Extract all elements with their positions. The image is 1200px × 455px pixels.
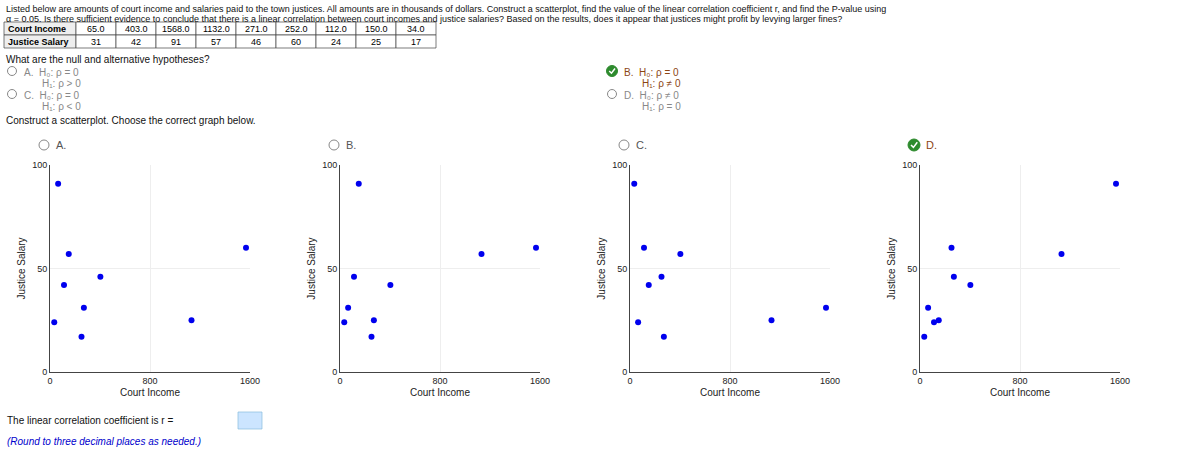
svg-text:A. H₀: ρ = 0: A. H₀: ρ = 0 [24,67,79,78]
svg-text:Court Income: Court Income [410,387,470,398]
svg-text:100: 100 [322,160,337,170]
svg-text:91: 91 [171,37,181,47]
svg-text:271.0: 271.0 [245,24,268,34]
svg-text:100: 100 [612,160,627,170]
svg-text:0: 0 [622,367,627,377]
svg-text:B.: B. [346,139,356,151]
svg-text:100: 100 [32,160,47,170]
svg-text:112.0: 112.0 [325,24,347,34]
svg-text:H₁: ρ ≠ 0: H₁: ρ ≠ 0 [642,78,681,89]
svg-text:1600: 1600 [1110,376,1130,386]
svg-text:403.0: 403.0 [125,24,148,34]
svg-text:0: 0 [332,367,337,377]
svg-text:800: 800 [142,376,157,386]
svg-text:Justice Salary: Justice Salary [16,237,27,299]
svg-text:800: 800 [432,376,447,386]
svg-text:Justice Salary: Justice Salary [596,237,607,299]
svg-text:65.0: 65.0 [87,24,105,34]
svg-text:1600: 1600 [820,376,840,386]
svg-text:1600: 1600 [530,376,550,386]
svg-text:42: 42 [131,37,141,47]
svg-text:Construct a scatterplot. Choos: Construct a scatterplot. Choose the corr… [6,115,256,126]
svg-text:H₁: ρ > 0: H₁: ρ > 0 [42,78,81,89]
svg-text:0: 0 [912,367,917,377]
svg-text:24: 24 [331,37,341,47]
svg-text:0: 0 [627,376,632,386]
svg-text:Justice Salary: Justice Salary [886,237,897,299]
svg-text:D. H₀: ρ ≠ 0: D. H₀: ρ ≠ 0 [624,90,679,101]
svg-text:Justice Salary: Justice Salary [306,237,317,299]
svg-text:800: 800 [1012,376,1027,386]
svg-text:Court Income: Court Income [700,387,760,398]
svg-text:The linear correlation coeffic: The linear correlation coefficient is r … [7,415,173,426]
svg-text:0: 0 [47,376,52,386]
svg-text:C.: C. [636,139,647,151]
svg-text:D.: D. [926,139,937,151]
svg-text:50: 50 [37,264,47,274]
svg-text:57: 57 [211,37,221,47]
svg-text:100: 100 [902,160,917,170]
svg-text:150.0: 150.0 [365,24,388,34]
svg-text:0: 0 [917,376,922,386]
svg-text:H₁: ρ = 0: H₁: ρ = 0 [642,101,681,112]
svg-text:0: 0 [337,376,342,386]
svg-text:46: 46 [251,37,261,47]
svg-text:H₁: ρ < 0: H₁: ρ < 0 [42,101,81,112]
svg-text:C. H₀: ρ = 0: C. H₀: ρ = 0 [24,90,80,101]
svg-text:0: 0 [42,367,47,377]
svg-text:60: 60 [291,37,301,47]
svg-text:What are the null and alternat: What are the null and alternative hypoth… [6,54,210,65]
svg-text:Court Income: Court Income [120,387,180,398]
svg-text:25: 25 [371,37,381,47]
svg-text:α = 0.05. Is there sufficient: α = 0.05. Is there sufficient evidence t… [6,14,842,24]
svg-text:252.0: 252.0 [285,24,308,34]
svg-text:50: 50 [327,264,337,274]
svg-text:Court Income: Court Income [8,24,66,34]
svg-text:Justice Salary: Justice Salary [8,37,69,47]
svg-text:1568.0: 1568.0 [162,24,190,34]
svg-text:(Round to three decimal places: (Round to three decimal places as needed… [7,436,201,447]
svg-text:50: 50 [907,264,917,274]
svg-text:A.: A. [56,139,66,151]
svg-text:17: 17 [411,37,421,47]
svg-text:34.0: 34.0 [407,24,425,34]
svg-text:Listed below are amounts of co: Listed below are amounts of court income… [6,4,886,14]
svg-text:31: 31 [91,37,101,47]
svg-text:1132.0: 1132.0 [203,24,230,34]
svg-text:1600: 1600 [240,376,260,386]
svg-text:Court Income: Court Income [990,387,1050,398]
svg-text:50: 50 [617,264,627,274]
svg-text:800: 800 [722,376,737,386]
svg-text:B. H₀: ρ = 0: B. H₀: ρ = 0 [624,67,679,78]
